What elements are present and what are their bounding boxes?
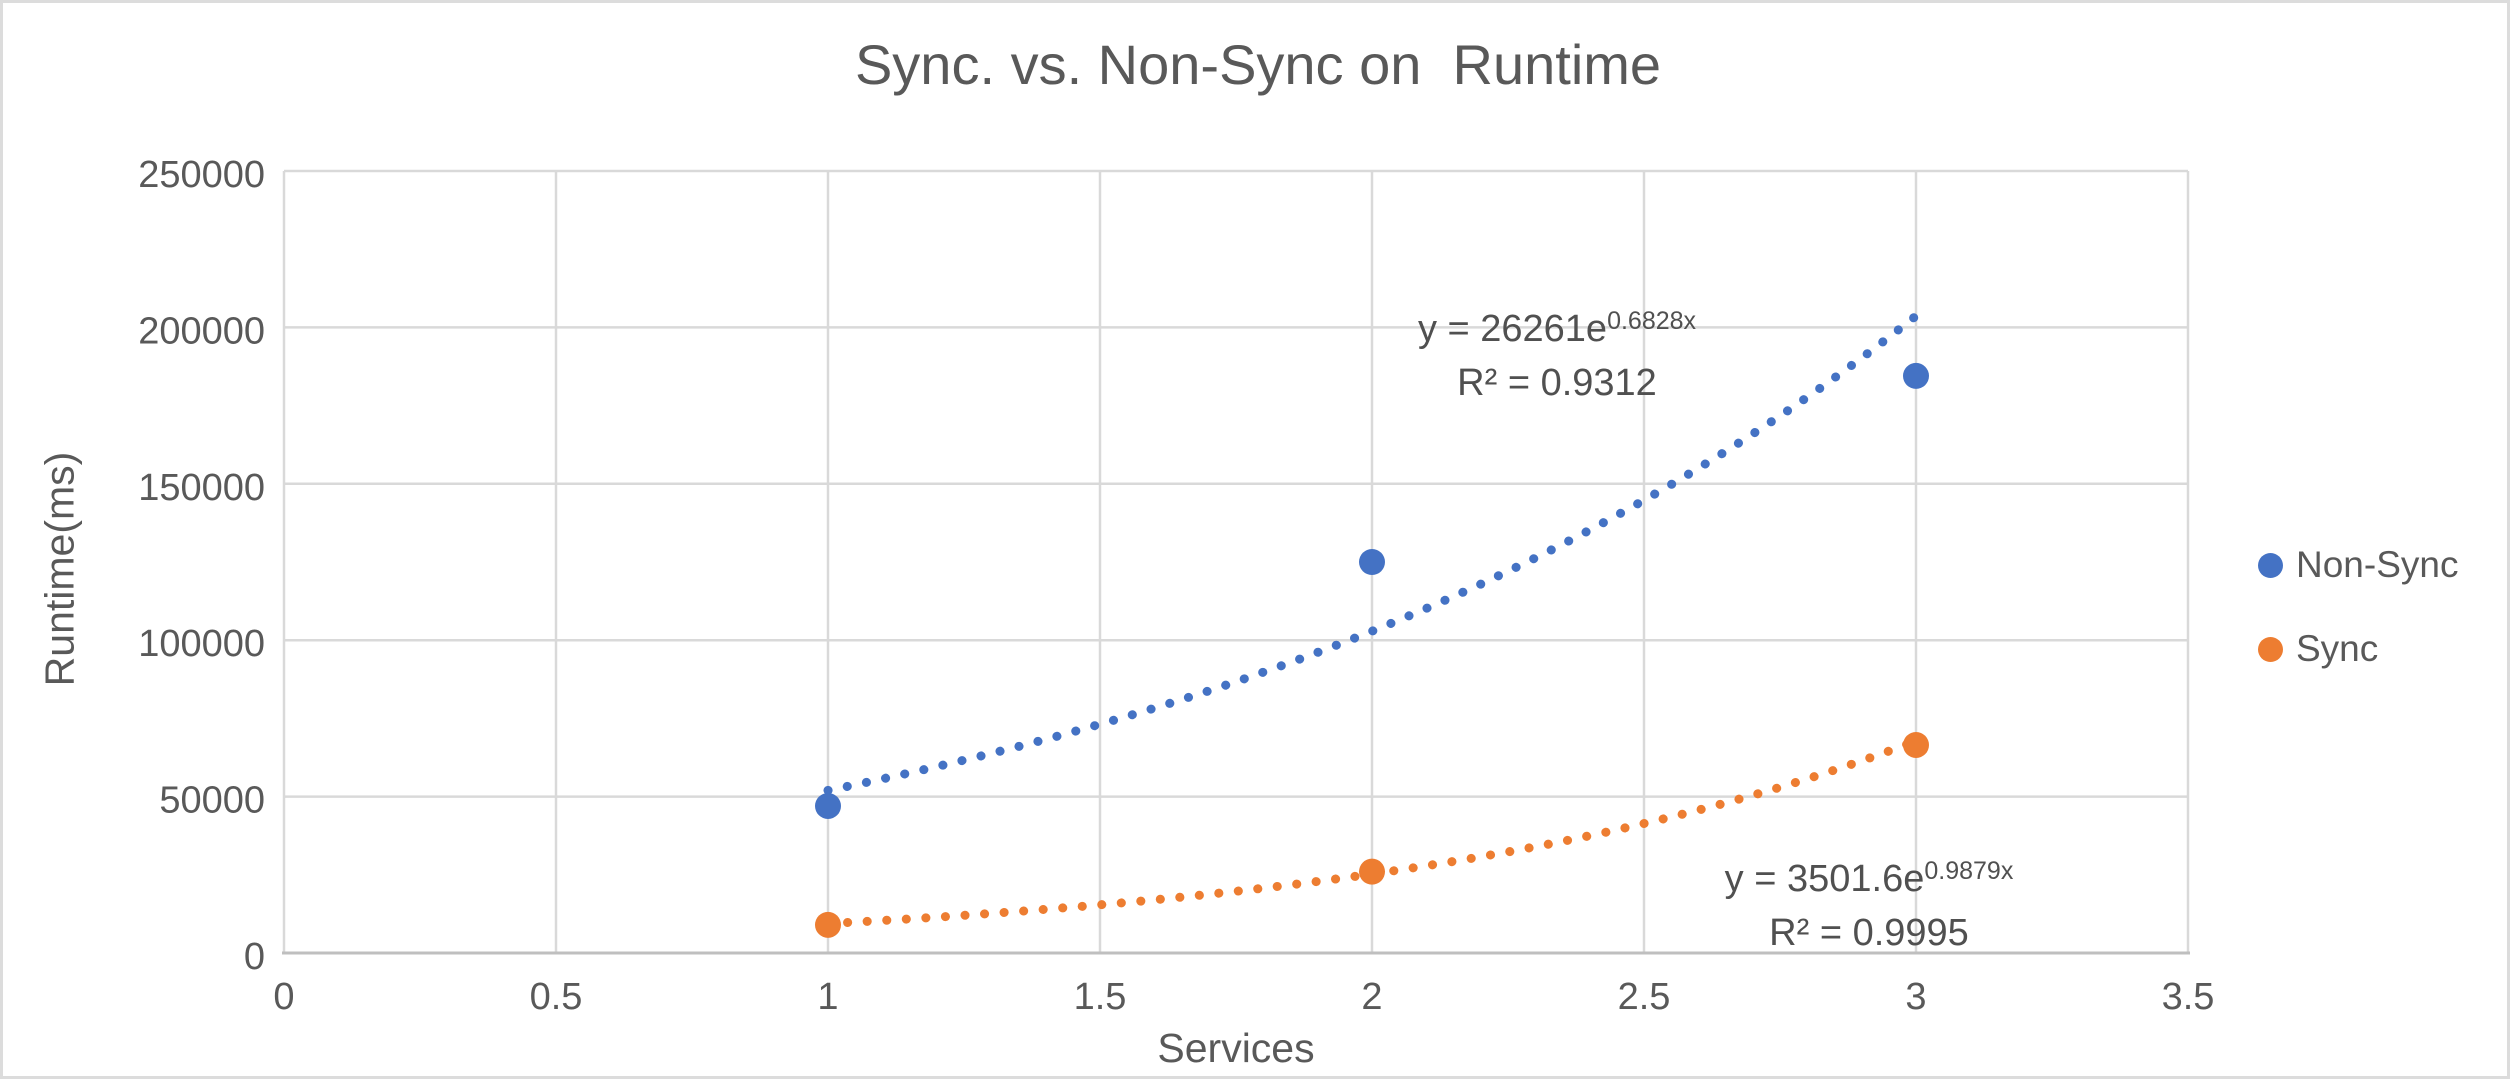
y-tick-label: 250000 xyxy=(138,154,265,196)
x-tick-label: 3.5 xyxy=(2162,976,2215,1018)
x-tick-label: 2 xyxy=(1361,976,1382,1018)
nonsync-data-point xyxy=(1359,549,1385,575)
x-tick-label: 3 xyxy=(1905,976,1926,1018)
legend-label-sync: Sync xyxy=(2296,628,2379,669)
legend-item-nonsync: Non-Sync xyxy=(2258,541,2458,589)
nonsync-r-squared: R² = 0.9312 xyxy=(1457,362,1657,404)
sync-data-point xyxy=(1359,858,1385,885)
nonsync-trendline-equation: y = 26261e0.6828x xyxy=(1418,304,1696,358)
sync-data-point xyxy=(815,911,841,938)
y-axis-title: Runtime(ms) xyxy=(36,451,83,687)
nonsync-data-point xyxy=(815,792,841,819)
x-tick-label: 1 xyxy=(817,976,838,1018)
y-tick-label: 150000 xyxy=(138,467,265,509)
nonsync-trendline xyxy=(823,311,1921,795)
sync-trendline-label: y = 3501.6e0.9879x R² = 0.9995 xyxy=(1725,854,2014,958)
y-tick-label: 100000 xyxy=(138,623,265,665)
y-tick-label: 0 xyxy=(244,936,265,978)
nonsync-marker-icon xyxy=(2258,552,2283,578)
x-tick-label: 2.5 xyxy=(1618,976,1671,1018)
nonsync-equation-base: y = 26261e xyxy=(1417,308,1608,350)
sync-trendline-equation: y = 3501.6e0.9879x xyxy=(1725,854,2014,908)
legend: Non-Sync Sync xyxy=(2258,541,2458,673)
plot-area: 0 50000 100000 150000 200000 250000 0 0.5 1 1.5 2 2… xyxy=(138,154,2215,1018)
y-tick-label: 50000 xyxy=(159,780,265,822)
x-tick-label: 0.5 xyxy=(530,976,583,1018)
nonsync-data-point xyxy=(1903,362,1929,389)
x-tick-label: 0 xyxy=(273,976,294,1018)
x-tick-label: 1.5 xyxy=(1074,976,1127,1018)
legend-item-sync: Sync xyxy=(2258,625,2458,673)
x-axis-title: Services xyxy=(1157,1025,1315,1071)
nonsync-trendline-label: y = 26261e0.6828x R² = 0.9312 xyxy=(1418,304,1696,408)
y-tick-label: 200000 xyxy=(138,310,265,352)
nonsync-equation-exponent: 0.6828x xyxy=(1607,306,1697,335)
sync-marker-icon xyxy=(2258,636,2283,662)
sync-equation-base: y = 3501.6e xyxy=(1724,858,1925,900)
chart-title: Sync. vs. Non-Sync on Runtime xyxy=(854,33,1662,96)
sync-r-squared: R² = 0.9995 xyxy=(1769,912,1969,954)
sync-data-point xyxy=(1903,731,1929,758)
legend-label-nonsync: Non-Sync xyxy=(2296,544,2459,585)
sync-equation-exponent: 0.9879x xyxy=(1924,856,2014,885)
